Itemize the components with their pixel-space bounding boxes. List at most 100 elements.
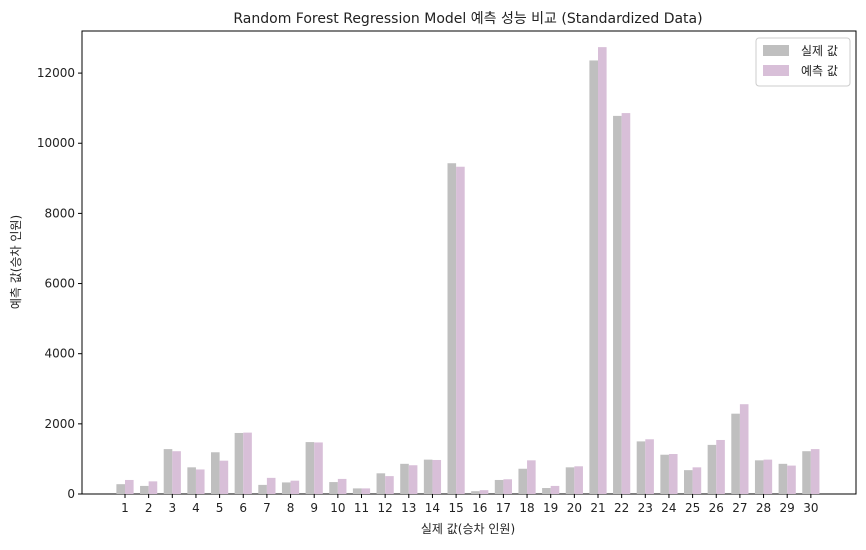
x-tick-label-1: 1 [121, 501, 129, 515]
bar-actual-30 [802, 451, 811, 494]
x-tick-label-25: 25 [685, 501, 700, 515]
x-tick-label-17: 17 [496, 501, 511, 515]
bar-actual-28 [754, 460, 764, 494]
x-tick-label-23: 23 [638, 501, 653, 515]
bar-predicted-27 [739, 404, 749, 494]
bar-predicted-6 [243, 432, 252, 494]
bar-predicted-21 [598, 47, 607, 494]
y-tick-label-12000: 12000 [37, 66, 75, 80]
bar-actual-2 [140, 485, 149, 494]
legend-label-actual: 실제 값 [801, 44, 838, 58]
y-axis-title: 예측 값(승차 인원) [9, 215, 23, 309]
bar-predicted-16 [479, 490, 489, 494]
x-tick-label-15: 15 [448, 501, 463, 515]
bar-predicted-19 [550, 485, 560, 494]
bar-predicted-10 [337, 478, 347, 494]
x-tick-label-14: 14 [425, 501, 440, 515]
bar-actual-6 [234, 432, 244, 494]
bar-predicted-24 [668, 454, 678, 494]
bar-actual-4 [187, 467, 196, 494]
legend: 실제 값 예측 값 [755, 37, 851, 87]
bar-predicted-26 [716, 439, 725, 494]
bar-predicted-28 [763, 459, 773, 494]
bar-actual-13 [400, 463, 409, 494]
bar-predicted-13 [408, 465, 418, 494]
bar-actual-22 [613, 115, 622, 494]
legend-label-predicted: 예측 값 [801, 64, 838, 78]
bar-actual-15 [447, 163, 457, 495]
bar-actual-19 [542, 488, 551, 494]
bar-actual-18 [518, 468, 528, 494]
y-tick-label-0: 0 [67, 487, 75, 501]
x-tick-label-4: 4 [192, 501, 200, 515]
bar-predicted-5 [219, 460, 229, 494]
x-tick-label-18: 18 [519, 501, 534, 515]
x-tick-label-12: 12 [378, 501, 393, 515]
x-tick-label-9: 9 [310, 501, 318, 515]
x-tick-label-20: 20 [567, 501, 582, 515]
plot-area [81, 30, 857, 495]
bar-actual-12 [376, 473, 386, 494]
x-tick-label-22: 22 [614, 501, 629, 515]
bar-actual-17 [494, 479, 504, 494]
bar-actual-9 [305, 442, 315, 494]
bar-actual-21 [589, 60, 598, 495]
x-tick-label-13: 13 [401, 501, 416, 515]
bar-predicted-22 [621, 113, 631, 494]
x-tick-label-10: 10 [330, 501, 345, 515]
bar-actual-25 [684, 470, 693, 494]
bar-actual-14 [423, 459, 433, 494]
legend-swatch-predicted [763, 65, 789, 76]
bar-actual-10 [329, 482, 338, 494]
bar-actual-16 [471, 491, 480, 494]
bar-actual-24 [660, 454, 669, 494]
x-tick-label-24: 24 [661, 501, 676, 515]
bar-predicted-2 [148, 481, 158, 494]
x-axis-title: 실제 값(승차 인원) [421, 522, 515, 536]
x-tick-label-19: 19 [543, 501, 558, 515]
legend-swatch-actual [763, 45, 789, 56]
bar-predicted-18 [527, 460, 536, 494]
bar-predicted-17 [503, 479, 512, 494]
x-tick-label-2: 2 [145, 501, 153, 515]
y-axis: 0 2000 4000 6000 8000 10000 12000 [37, 66, 82, 501]
x-tick-label-26: 26 [709, 501, 724, 515]
x-tick-label-28: 28 [756, 501, 771, 515]
x-tick-label-27: 27 [732, 501, 747, 515]
bar-predicted-30 [810, 449, 820, 494]
bar-predicted-29 [787, 465, 796, 494]
x-tick-label-29: 29 [780, 501, 795, 515]
bar-predicted-20 [574, 466, 583, 494]
bar-actual-26 [707, 444, 717, 494]
bar-actual-20 [565, 467, 575, 494]
bar-predicted-23 [645, 439, 654, 494]
bar-predicted-25 [692, 467, 702, 494]
x-tick-label-7: 7 [263, 501, 271, 515]
bar-predicted-12 [385, 476, 394, 494]
bar-predicted-8 [290, 480, 300, 494]
x-tick-label-30: 30 [803, 501, 818, 515]
chart-title: Random Forest Regression Model 예측 성능 비교 … [233, 11, 702, 27]
bar-actual-7 [258, 484, 267, 494]
bar-actual-3 [163, 449, 173, 494]
x-tick-label-6: 6 [239, 501, 247, 515]
bar-actual-11 [352, 488, 362, 494]
bar-predicted-14 [432, 459, 442, 494]
bar-predicted-4 [195, 469, 205, 494]
bar-actual-29 [778, 463, 788, 494]
bars-layer [116, 47, 820, 495]
x-tick-label-5: 5 [216, 501, 224, 515]
bar-predicted-15 [456, 166, 465, 495]
x-tick-label-21: 21 [590, 501, 605, 515]
y-tick-label-8000: 8000 [44, 206, 75, 220]
bar-actual-27 [731, 413, 740, 494]
bar-predicted-3 [172, 451, 181, 494]
y-tick-label-2000: 2000 [44, 417, 75, 431]
x-tick-label-8: 8 [287, 501, 295, 515]
x-axis: 1 2 3 4 5 6 7 8 9 10 11 12 13 14 15 16 17 18 19 20 21 22 23 24 2… [121, 494, 818, 515]
x-tick-label-3: 3 [168, 501, 176, 515]
bar-predicted-1 [125, 479, 134, 494]
y-tick-label-6000: 6000 [44, 277, 75, 291]
